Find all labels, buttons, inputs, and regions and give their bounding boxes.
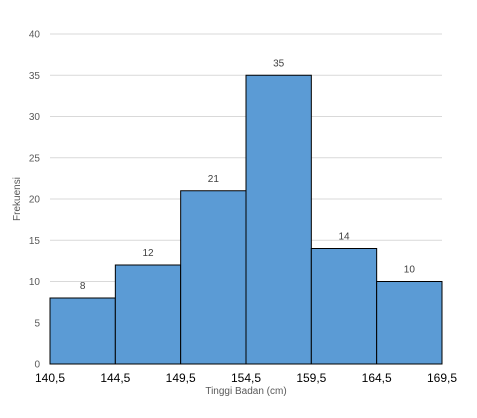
y-tick-labels: 0 5 10 15 20 25 30 35 40 <box>29 30 41 371</box>
x-tick-label: 140,5 <box>35 371 65 385</box>
x-tick-labels: 140,5 144,5 149,5 154,5 159,5 164,5 169,5 <box>35 371 457 385</box>
x-tick-label: 169,5 <box>427 371 457 385</box>
y-tick-label: 10 <box>29 277 41 288</box>
y-axis-title: Frekuensi <box>12 177 23 221</box>
x-tick-label: 164,5 <box>362 371 392 385</box>
x-tick-label: 149,5 <box>166 371 196 385</box>
data-labels: 8 12 21 35 14 10 <box>80 58 415 292</box>
x-tick-label: 154,5 <box>231 371 261 385</box>
x-tick-label: 159,5 <box>296 371 326 385</box>
y-tick-label: 40 <box>29 30 41 41</box>
histogram-bar <box>376 281 443 365</box>
x-tick-label: 144,5 <box>100 371 130 385</box>
histogram-bar <box>180 190 247 365</box>
histogram-bar <box>245 74 312 365</box>
data-label: 14 <box>338 232 350 243</box>
histogram-bar <box>310 248 378 365</box>
y-tick-label: 25 <box>29 153 41 164</box>
x-axis-title: Tinggi Badan (cm) <box>205 386 286 397</box>
data-label: 21 <box>208 174 220 185</box>
bars <box>49 74 443 365</box>
y-tick-label: 20 <box>29 195 41 206</box>
histogram-bar <box>49 297 116 365</box>
y-tick-label: 5 <box>34 318 40 329</box>
y-tick-label: 30 <box>29 112 41 123</box>
data-label: 8 <box>80 281 86 292</box>
data-label: 12 <box>142 248 154 259</box>
y-tick-label: 0 <box>34 360 40 371</box>
y-tick-label: 15 <box>29 236 41 247</box>
data-label: 35 <box>273 58 285 69</box>
data-label: 10 <box>404 265 416 276</box>
histogram-bar <box>114 264 182 365</box>
y-tick-label: 35 <box>29 71 41 82</box>
